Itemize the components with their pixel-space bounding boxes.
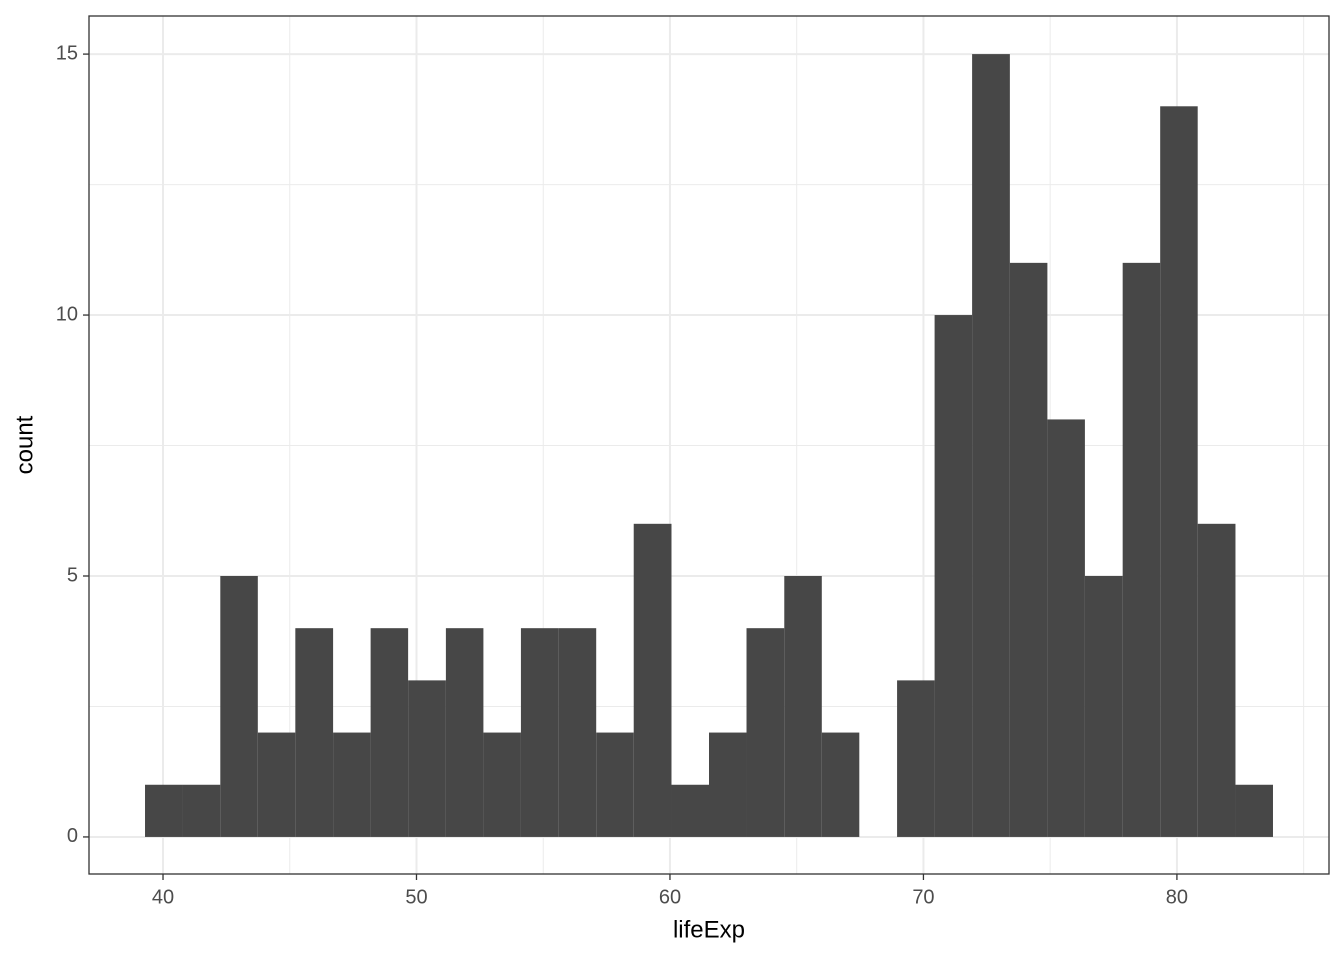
bar — [1122, 262, 1161, 837]
bar — [182, 784, 221, 837]
bar — [1197, 523, 1236, 837]
bar — [1160, 106, 1198, 837]
bar — [784, 575, 822, 837]
bar — [633, 523, 672, 837]
bar — [972, 54, 1010, 837]
bar — [709, 732, 747, 837]
panel-border — [88, 15, 1330, 875]
bar — [295, 628, 334, 837]
bar — [596, 732, 634, 837]
bar — [934, 315, 973, 837]
bar — [1009, 262, 1048, 837]
bar — [257, 732, 296, 837]
bar — [1084, 575, 1123, 837]
bar — [370, 628, 409, 837]
bar — [746, 628, 785, 837]
bar — [520, 628, 559, 837]
bar — [220, 575, 258, 837]
y-axis-title: count — [11, 415, 38, 474]
bar — [483, 732, 521, 837]
bar — [445, 628, 484, 837]
x-tick-label: 80 — [1166, 886, 1188, 908]
bar — [897, 680, 935, 837]
bar — [1047, 419, 1085, 837]
y-tick-label: 15 — [56, 42, 78, 64]
bar — [1235, 784, 1273, 837]
y-tick-label: 5 — [67, 564, 78, 586]
x-tick-label: 70 — [912, 886, 934, 908]
x-tick-label: 50 — [405, 886, 427, 908]
bar — [558, 628, 597, 837]
x-tick-label: 40 — [152, 886, 174, 908]
bar — [333, 732, 371, 837]
bar — [821, 732, 860, 837]
y-tick-label: 10 — [56, 303, 78, 325]
bar — [671, 784, 709, 837]
x-axis-title: lifeExp — [673, 916, 745, 943]
bar — [145, 784, 183, 837]
bar — [408, 680, 446, 837]
y-tick-label: 0 — [67, 825, 78, 847]
x-tick-label: 60 — [659, 886, 681, 908]
